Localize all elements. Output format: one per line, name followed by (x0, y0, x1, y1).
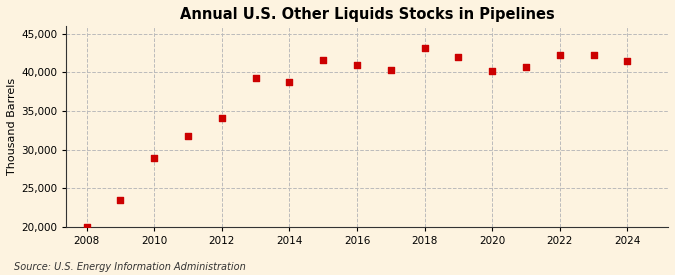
Point (182, 134, 193, 138)
Point (520, 65, 531, 69)
Title: Annual U.S. Other Liquids Stocks in Pipelines: Annual U.S. Other Liquids Stocks in Pipe… (180, 7, 555, 22)
Point (554, 53, 565, 57)
Point (352, 63, 362, 68)
Y-axis label: Thousand Barrels: Thousand Barrels (7, 78, 17, 175)
Point (148, 156, 159, 160)
Point (622, 59, 633, 63)
Point (284, 80, 295, 85)
Text: Source: U.S. Energy Information Administration: Source: U.S. Energy Information Administ… (14, 262, 245, 272)
Point (217, 116, 227, 120)
Point (487, 68, 497, 73)
Point (318, 58, 329, 62)
Point (419, 46, 430, 51)
Point (81, 225, 92, 229)
Point (385, 68, 396, 72)
Point (115, 198, 126, 202)
Point (589, 52, 599, 57)
Point (453, 55, 464, 59)
Point (250, 76, 261, 81)
